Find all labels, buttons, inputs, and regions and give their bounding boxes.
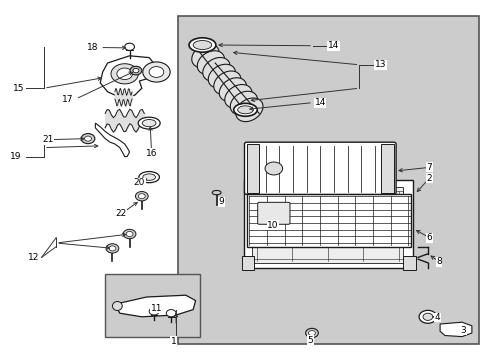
Text: 13: 13 (374, 60, 386, 69)
Circle shape (111, 64, 138, 84)
Ellipse shape (237, 106, 253, 114)
Ellipse shape (203, 58, 229, 81)
Ellipse shape (219, 78, 246, 102)
Text: 22: 22 (115, 210, 127, 218)
Text: 18: 18 (87, 43, 99, 52)
FancyBboxPatch shape (242, 256, 254, 270)
Text: 20: 20 (133, 179, 145, 188)
Circle shape (135, 192, 148, 201)
Circle shape (142, 62, 170, 82)
Circle shape (264, 162, 282, 175)
FancyBboxPatch shape (246, 194, 410, 247)
Text: 4: 4 (434, 313, 440, 322)
Ellipse shape (142, 120, 156, 127)
Circle shape (109, 246, 116, 251)
Circle shape (84, 136, 91, 141)
Text: 7: 7 (426, 163, 431, 172)
Circle shape (81, 134, 95, 144)
Text: 10: 10 (266, 220, 278, 230)
FancyBboxPatch shape (244, 142, 395, 194)
Circle shape (422, 313, 432, 320)
Text: 3: 3 (460, 326, 466, 335)
Text: 12: 12 (27, 253, 39, 262)
Circle shape (418, 310, 436, 323)
FancyBboxPatch shape (246, 144, 259, 193)
Circle shape (126, 231, 133, 237)
Ellipse shape (138, 117, 160, 129)
Text: 1: 1 (170, 337, 176, 346)
FancyBboxPatch shape (105, 274, 200, 337)
Circle shape (123, 229, 136, 239)
Circle shape (138, 194, 145, 199)
Ellipse shape (188, 38, 215, 52)
FancyBboxPatch shape (381, 144, 393, 193)
Polygon shape (95, 123, 129, 157)
Circle shape (106, 244, 119, 253)
Circle shape (149, 67, 163, 77)
Text: 6: 6 (426, 233, 431, 242)
Circle shape (130, 66, 142, 75)
Ellipse shape (233, 103, 257, 116)
Text: 11: 11 (150, 304, 162, 313)
Circle shape (166, 310, 176, 317)
Ellipse shape (139, 171, 159, 183)
FancyBboxPatch shape (178, 16, 478, 344)
Polygon shape (100, 56, 156, 97)
Ellipse shape (224, 85, 251, 108)
Ellipse shape (112, 301, 122, 310)
Text: 9: 9 (218, 197, 224, 206)
Text: 15: 15 (13, 84, 24, 93)
Circle shape (149, 308, 159, 315)
FancyBboxPatch shape (403, 256, 415, 270)
Text: 14: 14 (327, 41, 339, 50)
Text: 8: 8 (435, 257, 441, 266)
Ellipse shape (191, 44, 219, 68)
Ellipse shape (208, 64, 235, 88)
Polygon shape (439, 322, 471, 337)
FancyBboxPatch shape (251, 187, 403, 263)
Text: 5: 5 (307, 336, 313, 345)
Circle shape (133, 68, 139, 73)
Circle shape (124, 43, 134, 50)
Text: 21: 21 (42, 135, 54, 144)
Ellipse shape (212, 190, 221, 195)
Text: 19: 19 (10, 152, 22, 161)
Text: 16: 16 (145, 149, 157, 158)
Text: 17: 17 (61, 95, 73, 104)
Ellipse shape (230, 91, 257, 115)
Circle shape (305, 328, 318, 338)
Polygon shape (115, 295, 195, 317)
Text: 14: 14 (314, 98, 325, 107)
Ellipse shape (193, 41, 211, 50)
Ellipse shape (197, 51, 224, 75)
Ellipse shape (142, 174, 155, 180)
Ellipse shape (213, 71, 241, 95)
Circle shape (308, 330, 315, 336)
FancyBboxPatch shape (257, 202, 289, 224)
Circle shape (117, 68, 132, 80)
Ellipse shape (235, 98, 263, 122)
Text: 2: 2 (426, 174, 431, 183)
FancyBboxPatch shape (244, 180, 412, 268)
